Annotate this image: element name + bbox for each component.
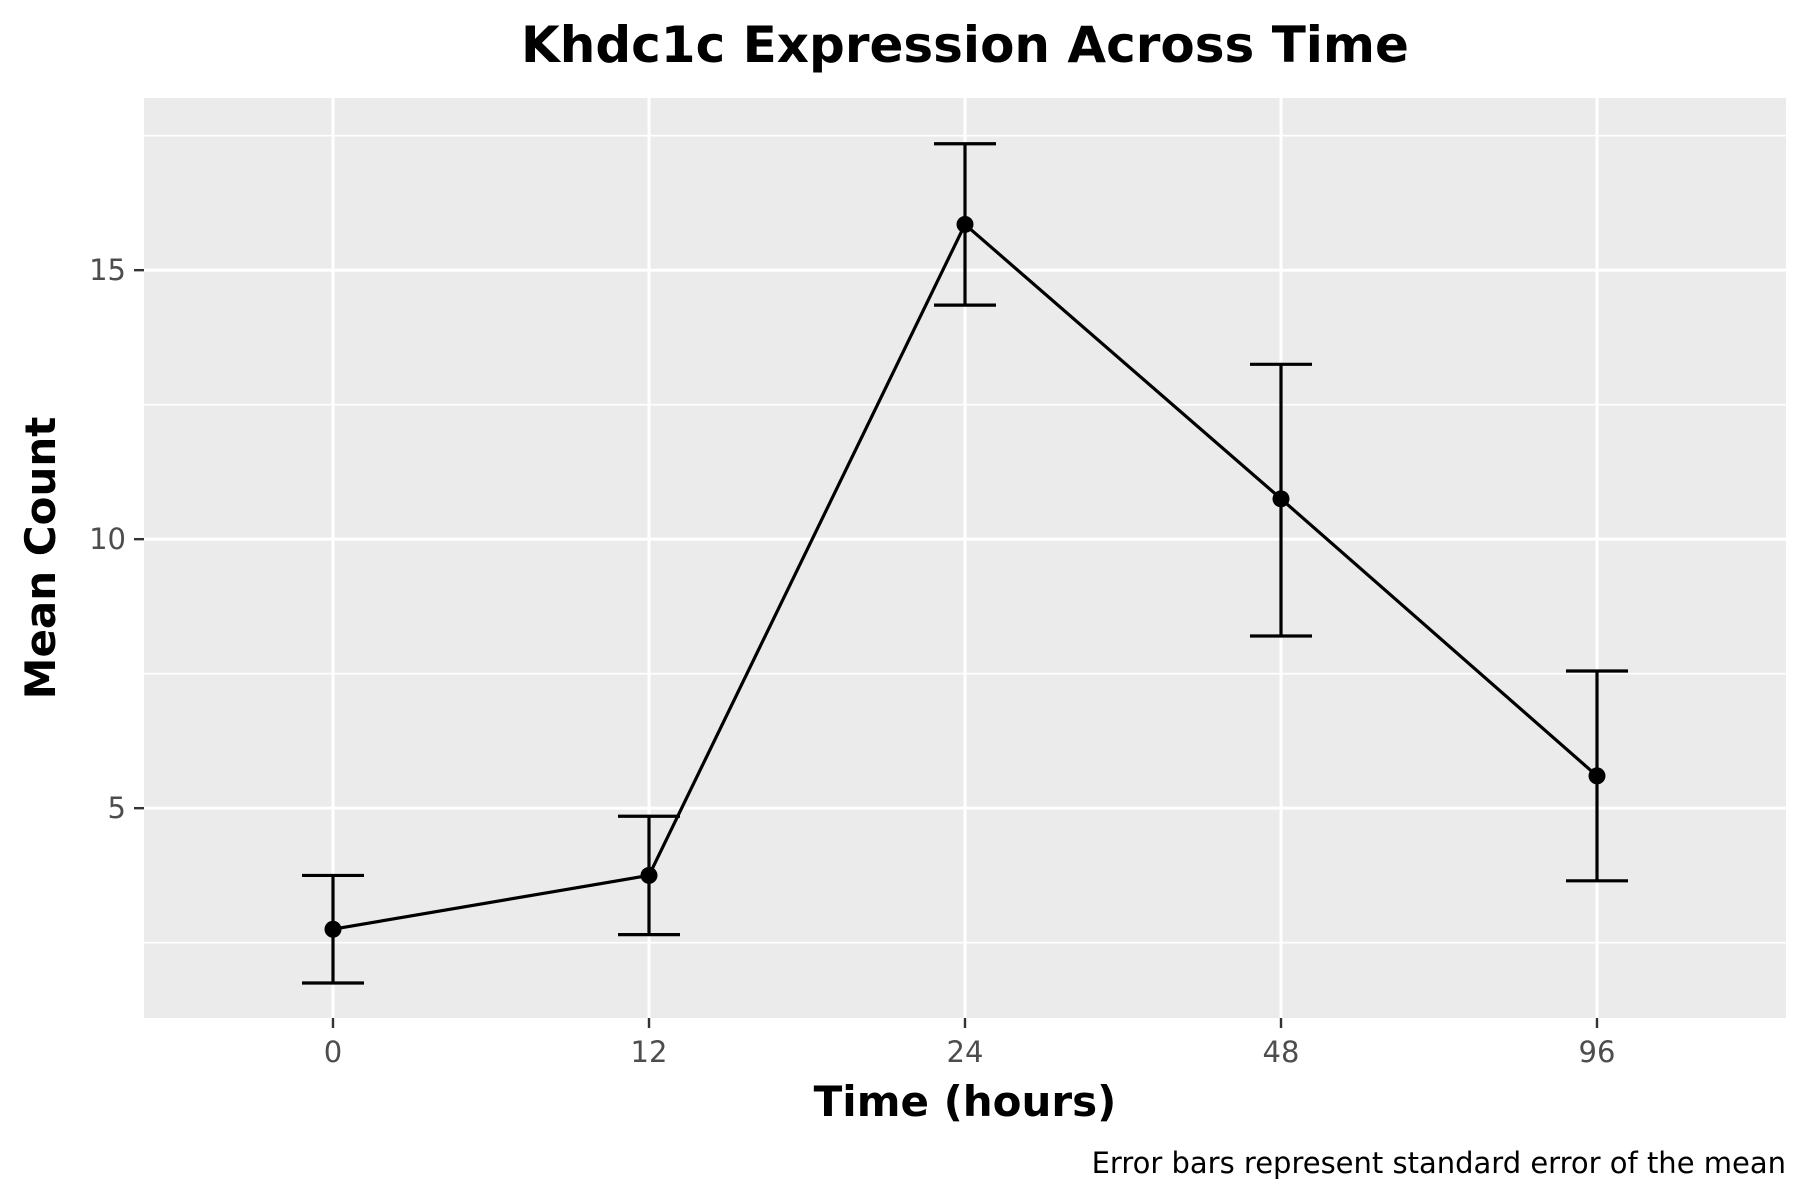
y-tick-label: 15 bbox=[89, 253, 126, 287]
data-point bbox=[640, 866, 658, 884]
x-axis-title: Time (hours) bbox=[814, 1077, 1117, 1126]
data-points bbox=[324, 215, 1606, 938]
chart-caption: Error bars represent standard error of t… bbox=[1092, 1146, 1786, 1180]
x-tick-label: 24 bbox=[947, 1035, 984, 1069]
data-point bbox=[956, 215, 974, 233]
chart-title: Khdc1c Expression Across Time bbox=[521, 16, 1409, 74]
axis-ticks bbox=[134, 268, 1599, 1028]
x-tick-label: 0 bbox=[324, 1035, 342, 1069]
x-tick-label: 48 bbox=[1263, 1035, 1300, 1069]
y-tick-label: 5 bbox=[108, 791, 126, 825]
x-tick-labels: 0 12 24 48 96 bbox=[324, 1035, 1616, 1069]
x-tick-label: 12 bbox=[631, 1035, 668, 1069]
y-tick-labels: 5 10 15 bbox=[89, 253, 126, 825]
y-axis-title: Mean Count bbox=[16, 417, 65, 700]
y-tick-label: 10 bbox=[89, 522, 126, 556]
x-tick-label: 96 bbox=[1579, 1035, 1616, 1069]
data-point bbox=[324, 920, 342, 938]
data-point bbox=[1272, 490, 1290, 508]
data-point bbox=[1588, 767, 1606, 785]
